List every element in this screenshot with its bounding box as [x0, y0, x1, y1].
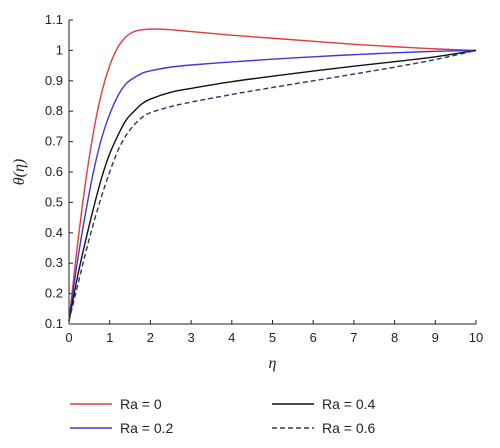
x-tick-label: 8 — [391, 330, 398, 345]
y-tick-label: 0.8 — [45, 103, 63, 118]
y-tick-label: 0.9 — [45, 73, 63, 88]
legend-label: Ra = 0.6 — [322, 420, 376, 436]
y-tick-label: 1 — [56, 42, 63, 57]
series-line-2 — [68, 49, 477, 322]
legend-label: Ra = 0 — [120, 396, 162, 412]
x-tick-label: 5 — [269, 330, 276, 345]
legend-label: Ra = 0.4 — [322, 396, 376, 412]
x-tick-label: 2 — [147, 330, 154, 345]
legend: Ra = 0 Ra = 0.2 Ra = 0.4 Ra = 0.6 — [70, 396, 376, 436]
y-tick-label: 0.1 — [45, 316, 63, 331]
x-tick-label: 10 — [469, 330, 483, 345]
x-tick-label: 6 — [310, 330, 317, 345]
y-axis-label: θ(η) — [11, 159, 28, 185]
y-tick-label: 0.7 — [45, 134, 63, 149]
x-tick-label: 9 — [432, 330, 439, 345]
series-layer — [68, 28, 477, 322]
x-tick-label: 4 — [228, 330, 235, 345]
x-tick-label: 0 — [65, 330, 72, 345]
x-tick-label: 1 — [106, 330, 113, 345]
series-line-3 — [68, 49, 477, 322]
y-tick-label: 0.4 — [45, 225, 63, 240]
y-tick-label: 1.1 — [45, 12, 63, 27]
y-tick-label: 0.2 — [45, 286, 63, 301]
series-line-0 — [68, 28, 477, 322]
series-line-1 — [68, 49, 477, 322]
y-tick-label: 0.3 — [45, 255, 63, 270]
x-tick-label: 3 — [187, 330, 194, 345]
axes — [68, 20, 476, 325]
x-tick-label: 7 — [350, 330, 357, 345]
legend-label: Ra = 0.2 — [120, 420, 174, 436]
ticks: 0 1 2 3 4 5 6 7 8 9 10 0.1 0.2 0.3 0.4 0.5 0.6 0.7 0.8 0.9 1… — [45, 12, 483, 345]
y-tick-label: 0.6 — [45, 164, 63, 179]
y-tick-label: 0.5 — [45, 194, 63, 209]
x-axis-label: η — [269, 355, 277, 372]
